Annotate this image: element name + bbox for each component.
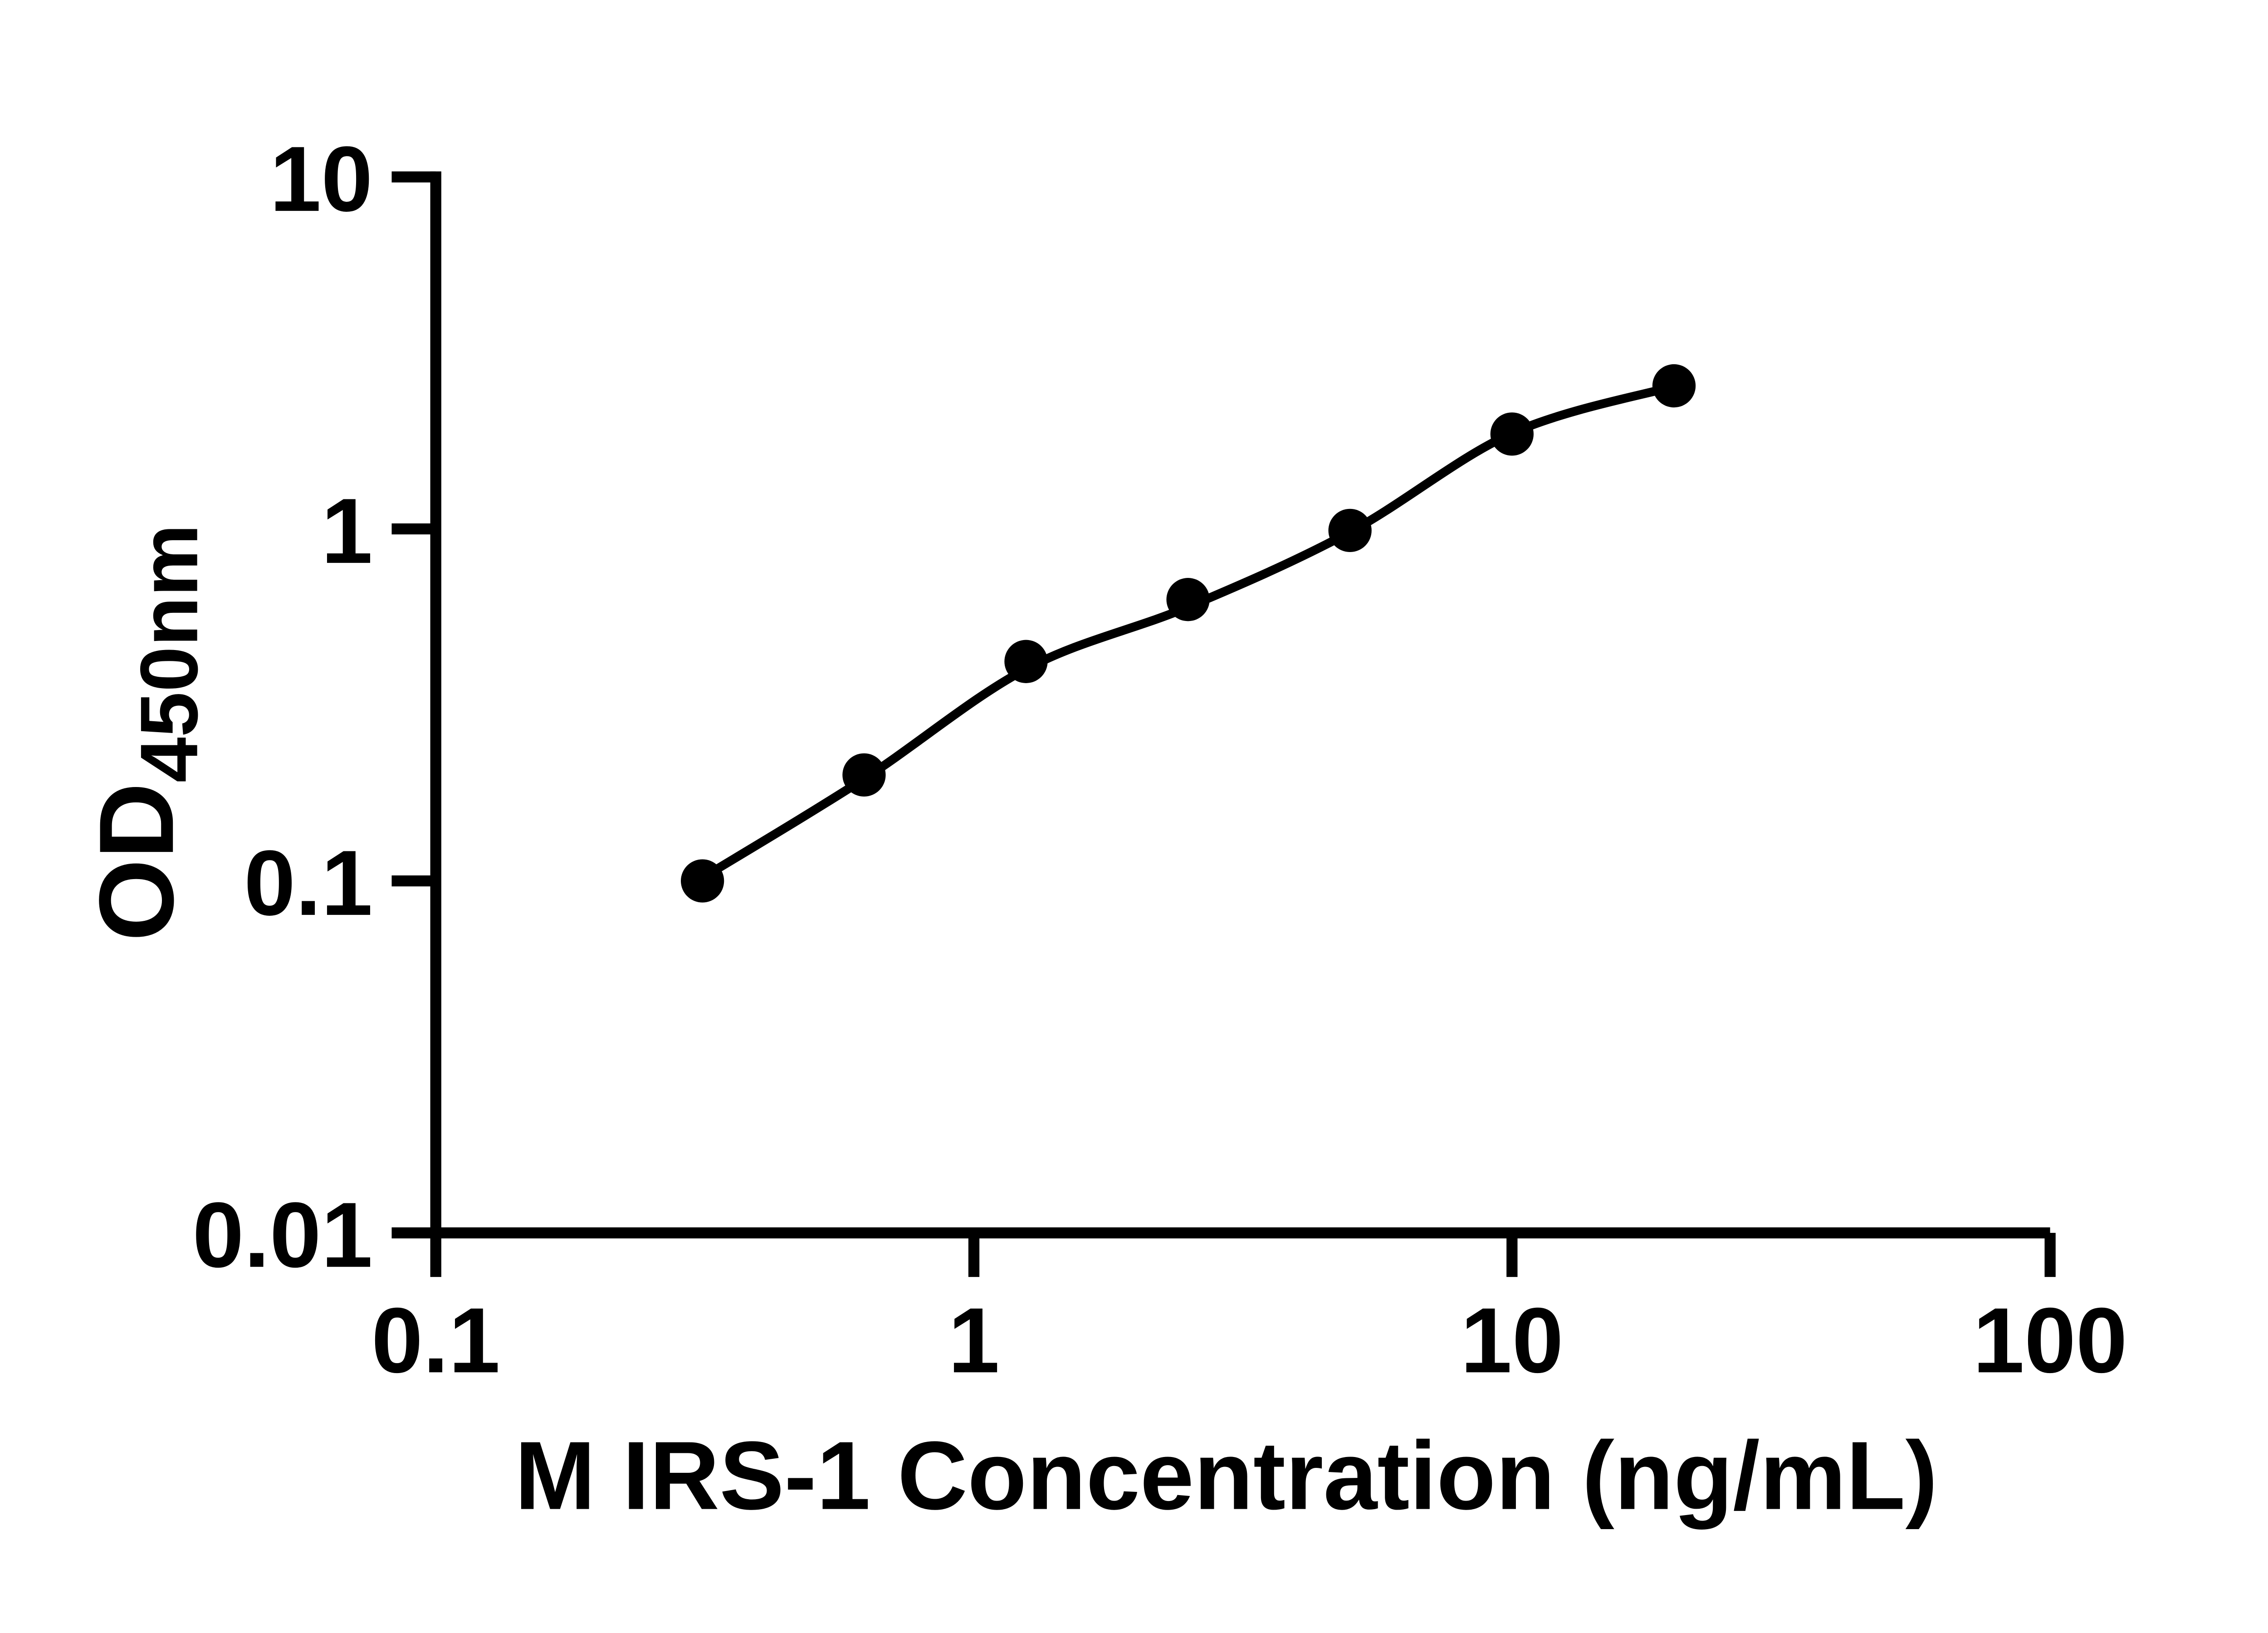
x-tick-label: 0.1 bbox=[371, 1289, 500, 1392]
y-tick-label: 1 bbox=[321, 479, 373, 583]
data-point bbox=[1328, 508, 1372, 552]
data-point bbox=[1004, 640, 1048, 683]
fit-curve-line bbox=[698, 382, 1679, 882]
x-tick-label: 100 bbox=[1973, 1289, 2127, 1392]
y-tick-label: 0.01 bbox=[192, 1183, 372, 1287]
y-axis-title-subscript: 450nm bbox=[124, 524, 215, 782]
y-axis-title-main: OD bbox=[78, 782, 196, 941]
data-point bbox=[1490, 412, 1534, 456]
x-axis-ticks bbox=[430, 1232, 2056, 1277]
x-axis-title: M IRS-1 Concentration (ng/mL) bbox=[515, 1422, 1938, 1530]
x-tick-label: 1 bbox=[948, 1289, 1000, 1392]
x-axis-tick-labels: 0.1 1 10 100 bbox=[371, 1289, 2127, 1392]
y-tick-label: 10 bbox=[270, 127, 373, 231]
y-axis-title: OD450nm bbox=[78, 524, 215, 941]
data-point bbox=[842, 753, 886, 797]
y-tick-label: 0.1 bbox=[244, 831, 373, 935]
y-axis-tick-labels: 10 1 0.1 0.01 bbox=[192, 127, 372, 1287]
data-series bbox=[680, 364, 1696, 903]
data-point bbox=[1166, 578, 1210, 621]
data-point bbox=[1652, 364, 1696, 408]
data-point bbox=[680, 859, 724, 903]
x-tick-label: 10 bbox=[1461, 1289, 1564, 1392]
y-axis-ticks bbox=[391, 171, 436, 1239]
data-points bbox=[680, 364, 1696, 903]
